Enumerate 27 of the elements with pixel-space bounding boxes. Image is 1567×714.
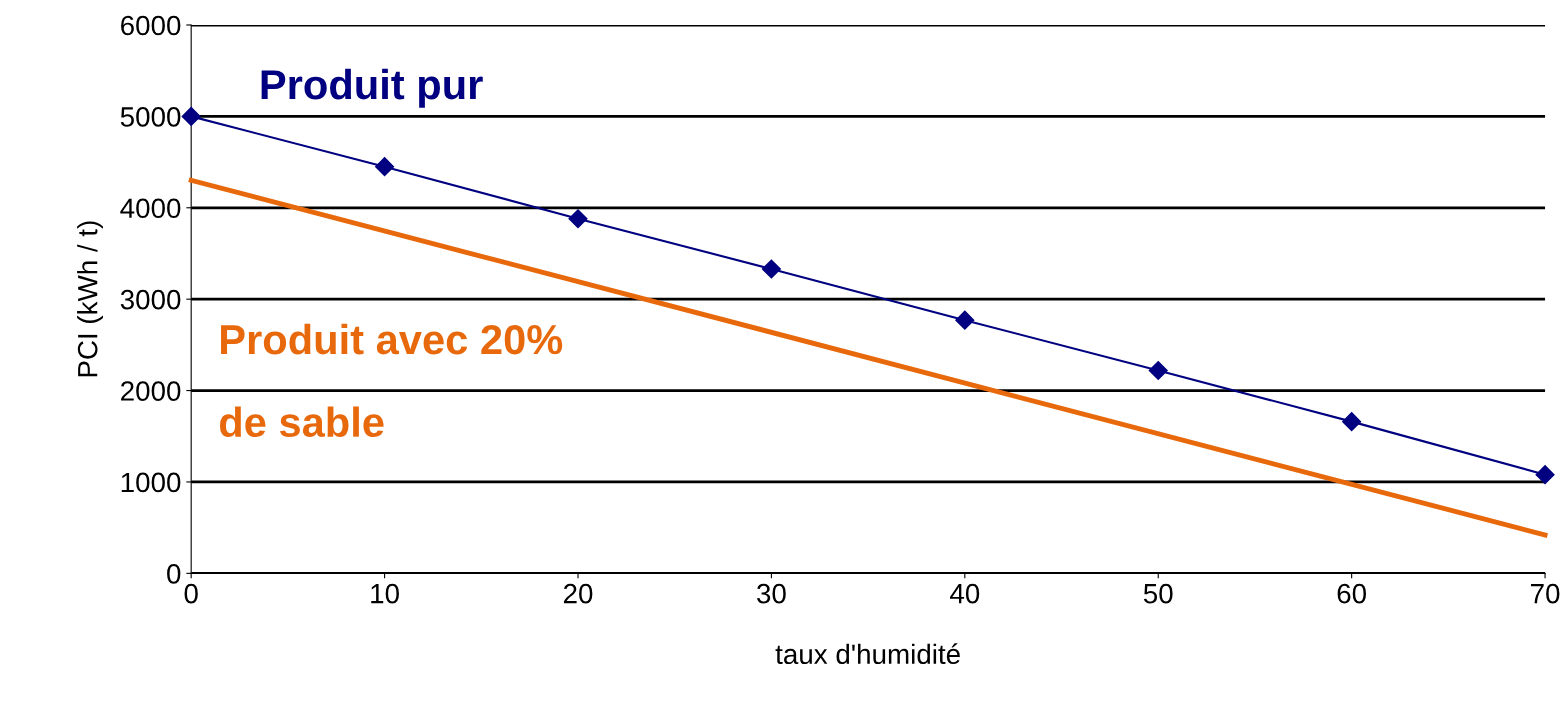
x-tick-label: 10 — [371, 583, 399, 604]
y-tick-label: 6000 — [121, 15, 181, 36]
y-tick-label: 3000 — [120, 289, 181, 310]
x-tick-label: 70 — [1531, 583, 1560, 604]
point — [181, 106, 201, 126]
point — [761, 259, 781, 279]
point — [1535, 465, 1555, 485]
x-tick-label: 40 — [950, 583, 980, 604]
y-tick-label: 5000 — [120, 107, 181, 127]
point — [1148, 360, 1168, 380]
series-label: Produit pur — [261, 68, 483, 108]
y-tick-label: 1000 — [121, 472, 181, 493]
x-tick-label: 20 — [563, 583, 593, 604]
x-axis-title: taux d'humidité — [775, 643, 960, 665]
y-tick-label: 0 — [167, 564, 181, 584]
point — [375, 157, 395, 177]
x-tick-label: 50 — [1143, 583, 1173, 604]
y-axis-title: PCI (kWh / t) — [77, 221, 103, 377]
y-tick-label: 2000 — [121, 381, 181, 401]
x-tick-label: 0 — [184, 583, 198, 604]
point — [568, 209, 588, 229]
x-tick-label: 30 — [757, 583, 786, 604]
point — [955, 310, 975, 330]
x-tick-label: 60 — [1337, 583, 1367, 604]
text: Produit avec 20% de sable — [219, 323, 563, 438]
y-tick-label: 4000 — [120, 198, 181, 219]
point — [1342, 412, 1362, 432]
